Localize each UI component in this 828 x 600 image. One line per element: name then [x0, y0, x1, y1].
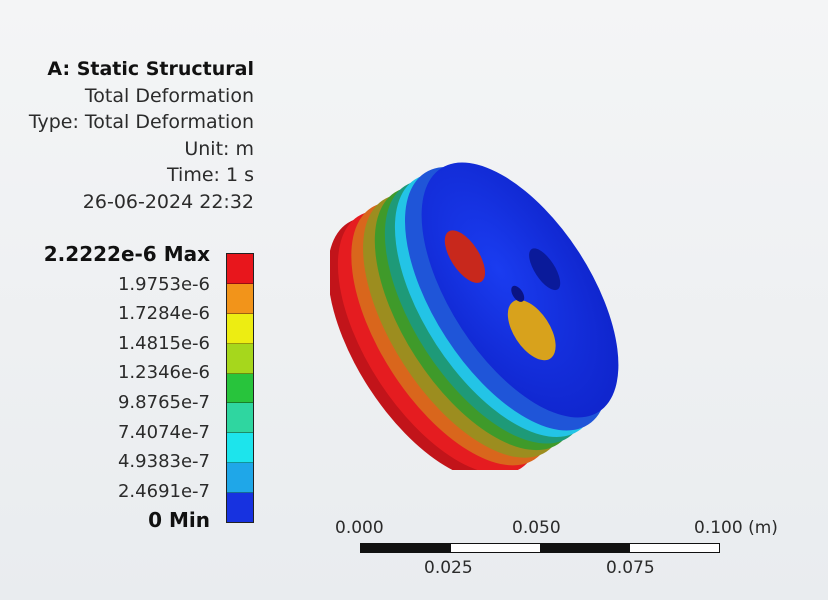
scale-segment [629, 544, 719, 552]
legend-label: 2.4691e-7 [117, 480, 210, 502]
legend-swatch [227, 343, 253, 374]
legend-swatch [227, 373, 253, 404]
legend-color-bar [226, 253, 254, 523]
result-name: Total Deformation [84, 84, 254, 107]
legend-label: 1.2346e-6 [117, 362, 210, 384]
scale-segment [540, 544, 630, 552]
result-unit: Unit: m [184, 137, 254, 160]
wheel-hole [507, 299, 556, 361]
legend-swatch [227, 313, 253, 344]
scale-segment [361, 544, 451, 552]
legend-swatch [227, 433, 253, 464]
result-info: A: Static Structural Total Deformation T… [29, 56, 254, 215]
legend-label: 9.8765e-7 [117, 391, 210, 413]
result-timestamp: 26-06-2024 22:32 [82, 190, 254, 213]
result-time: Time: 1 s [167, 164, 254, 186]
legend-label: 1.7284e-6 [117, 303, 210, 325]
scale-label: 0.000 [335, 518, 384, 538]
legend-labels: 2.2222e-6 Max 1.9753e-6 1.7284e-6 1.4815… [44, 240, 210, 536]
scale-label: 0.050 [512, 518, 561, 538]
result-type: Type: Total Deformation [28, 111, 254, 133]
scale-label: 0.025 [424, 558, 473, 578]
analysis-title: A: Static Structural [47, 58, 254, 80]
wheel-hub [511, 285, 525, 302]
legend-label: 1.9753e-6 [117, 273, 210, 295]
scale-segment [450, 544, 540, 552]
legend-label: 7.4074e-7 [117, 421, 210, 443]
deformation-model-view[interactable] [330, 110, 710, 470]
wheel-hole [529, 248, 561, 291]
scale-bar [360, 543, 720, 553]
legend-swatch [227, 254, 253, 284]
legend-min-label: 0 Min [148, 508, 210, 533]
legend-swatch [227, 283, 253, 314]
legend-max-label: 2.2222e-6 Max [43, 242, 210, 266]
scale-label: 0.100 (m) [694, 518, 778, 538]
legend-swatch [227, 463, 253, 494]
legend-label: 4.9383e-7 [117, 451, 210, 473]
wheel-hole [444, 230, 486, 283]
legend-swatch [227, 493, 253, 523]
legend-label: 1.4815e-6 [117, 332, 210, 354]
scale-label: 0.075 [606, 558, 655, 578]
legend-swatch [227, 403, 253, 434]
